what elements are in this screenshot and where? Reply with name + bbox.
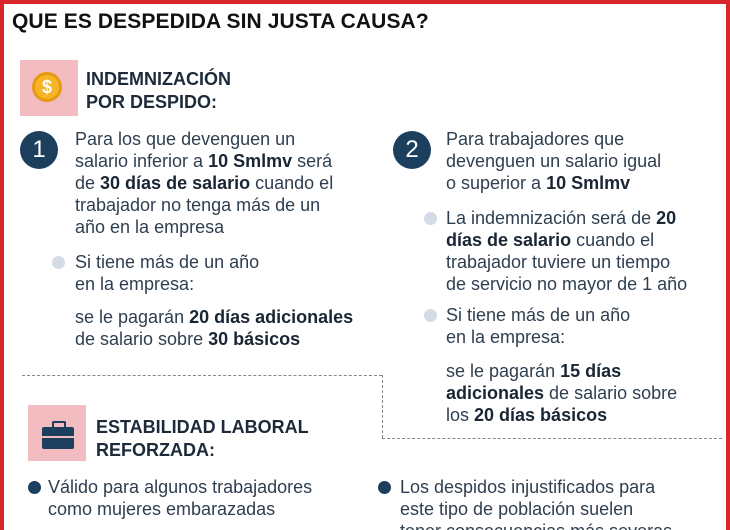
bullet-icon [424,212,437,225]
case2-detail: se le pagarán 15 días adicionales de sal… [446,361,678,425]
briefcase-icon-box [28,405,86,461]
case1-bullet: Si tiene más de un año en la empresa: [75,252,260,294]
section2-left-text: Válido para algunos trabajadores como mu… [48,477,313,519]
bullet-icon [378,481,391,494]
case2-bullet-1: La indemnización será de 20 días de sala… [446,208,688,294]
bullet-icon [424,309,437,322]
briefcase-icon [42,421,74,449]
bullet-icon [28,481,41,494]
divider-vertical [382,375,383,438]
coin-dollar-icon: $ [32,72,62,102]
section-heading-indemnizacion: INDEMNIZACIÓN POR DESPIDO: [86,69,231,112]
bullet-icon [52,256,65,269]
coin-icon-box: $ [20,60,78,116]
case2-paragraph: Para trabajadores que devenguen un salar… [446,129,662,193]
page-title: QUE ES DESPEDIDA SIN JUSTA CAUSA? [12,10,429,33]
case2-bullet-2: Si tiene más de un año en la empresa: [446,305,631,347]
divider-left [22,375,382,376]
case-number-1: 1 [20,131,58,169]
case-number-2: 2 [393,131,431,169]
case1-detail: se le pagarán 20 días adicionales de sal… [75,307,354,349]
divider-right [382,438,722,439]
section2-right-text: Los despidos injustificados para este ti… [400,477,672,530]
section-heading-estabilidad: ESTABILIDAD LABORAL REFORZADA: [96,417,309,460]
case1-paragraph: Para los que devenguen un salario inferi… [75,129,334,237]
